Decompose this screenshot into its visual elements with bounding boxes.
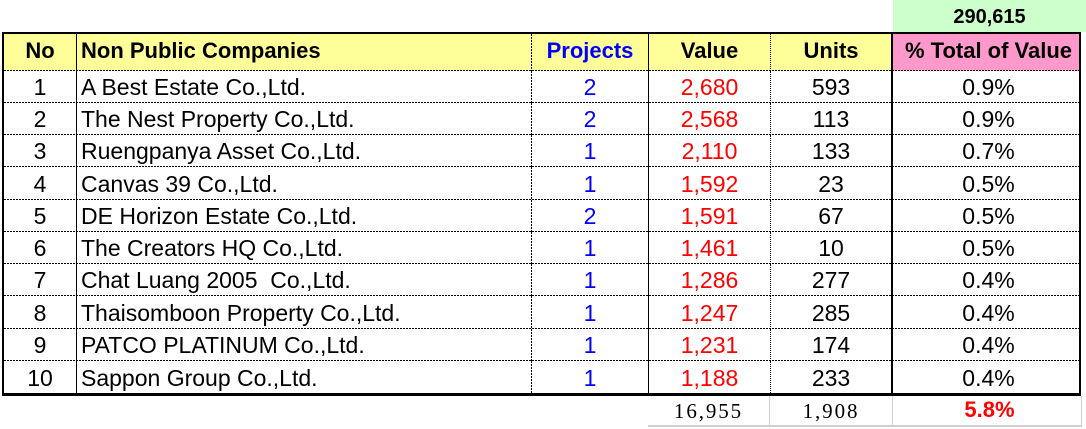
- cell-no[interactable]: 7: [4, 264, 77, 296]
- table-row: 2 The Nest Property Co.,Ltd. 2 2,568 113…: [4, 103, 1079, 135]
- cell-value[interactable]: 2,680: [649, 71, 771, 103]
- cell-units[interactable]: 277: [771, 264, 893, 296]
- cell-value[interactable]: 1,591: [649, 200, 771, 232]
- total-value[interactable]: 16,955: [648, 396, 770, 425]
- cell-value[interactable]: 1,592: [649, 167, 771, 200]
- cell-pct[interactable]: 0.4%: [962, 331, 1015, 358]
- cell-no[interactable]: 6: [4, 232, 77, 264]
- cell-projects[interactable]: 2: [532, 71, 649, 103]
- table-row: 8 Thaisomboon Property Co.,Ltd. 1 1,247 …: [4, 296, 1079, 329]
- cell-units[interactable]: 113: [771, 103, 893, 135]
- cell-units[interactable]: 174: [771, 329, 893, 361]
- cell-company[interactable]: Ruengpanya Asset Co.,Ltd.: [77, 135, 532, 167]
- cell-units[interactable]: 67: [771, 200, 893, 232]
- header-units[interactable]: Units: [771, 34, 893, 71]
- cell-units[interactable]: 285: [771, 296, 893, 329]
- cell-units[interactable]: 233: [771, 361, 893, 393]
- table-row: 10 Sappon Group Co.,Ltd. 1 1,188 233 0.4…: [4, 361, 1079, 393]
- cell-company[interactable]: Chat Luang 2005 Co.,Ltd.: [77, 264, 532, 296]
- cell-company[interactable]: A Best Estate Co.,Ltd.: [77, 71, 532, 103]
- cell-units[interactable]: 10: [771, 232, 893, 264]
- cell-company[interactable]: PATCO PLATINUM Co.,Ltd.: [77, 329, 532, 361]
- cell-no[interactable]: 3: [4, 135, 77, 167]
- cell-projects[interactable]: 1: [532, 296, 649, 329]
- cell-company[interactable]: Sappon Group Co.,Ltd.: [77, 361, 532, 393]
- cell-no[interactable]: 8: [4, 296, 77, 329]
- cell-units[interactable]: 593: [771, 71, 893, 103]
- cell-company[interactable]: The Nest Property Co.,Ltd.: [77, 103, 532, 135]
- table-row: 4 Canvas 39 Co.,Ltd. 1 1,592 23 0.5%: [4, 167, 1079, 200]
- cell-pct[interactable]: 0.9%: [962, 73, 1015, 100]
- cell-pct[interactable]: 0.9%: [962, 105, 1015, 132]
- cell-pct[interactable]: 0.5%: [962, 234, 1015, 261]
- cell-company[interactable]: The Creators HQ Co.,Ltd.: [77, 232, 532, 264]
- cell-projects[interactable]: 2: [532, 200, 649, 232]
- cell-no[interactable]: 4: [4, 167, 77, 200]
- cell-units[interactable]: 23: [771, 167, 893, 200]
- cell-company[interactable]: DE Horizon Estate Co.,Ltd.: [77, 200, 532, 232]
- cell-no[interactable]: 10: [4, 361, 77, 393]
- cell-projects[interactable]: 1: [532, 329, 649, 361]
- cell-value[interactable]: 1,188: [649, 361, 771, 393]
- cell-projects[interactable]: 1: [532, 361, 649, 393]
- cell-pct[interactable]: 0.7%: [962, 137, 1015, 164]
- header-projects[interactable]: Projects: [532, 34, 649, 71]
- cell-company[interactable]: Thaisomboon Property Co.,Ltd.: [77, 296, 532, 329]
- cell-pct[interactable]: 0.4%: [962, 299, 1015, 326]
- cell-value[interactable]: 1,231: [649, 329, 771, 361]
- cell-units[interactable]: 133: [771, 135, 893, 167]
- cell-projects[interactable]: 1: [532, 167, 649, 200]
- table-row: 9 PATCO PLATINUM Co.,Ltd. 1 1,231 174 0.…: [4, 329, 1079, 361]
- cell-no[interactable]: 2: [4, 103, 77, 135]
- cell-projects[interactable]: 1: [532, 135, 649, 167]
- cell-projects[interactable]: 2: [532, 103, 649, 135]
- header-companies[interactable]: Non Public Companies: [77, 34, 532, 71]
- table-header-row: No Non Public Companies Projects Value U…: [4, 34, 1079, 71]
- totals-row: 16,955 1,908 5.8%: [648, 396, 1082, 427]
- cell-value[interactable]: 2,568: [649, 103, 771, 135]
- cell-no[interactable]: 9: [4, 329, 77, 361]
- header-no[interactable]: No: [4, 34, 77, 71]
- table-row: 7 Chat Luang 2005 Co.,Ltd. 1 1,286 277 0…: [4, 264, 1079, 296]
- table-row: 5 DE Horizon Estate Co.,Ltd. 2 1,591 67 …: [4, 200, 1079, 232]
- companies-table: No Non Public Companies Projects Value U…: [2, 32, 1081, 396]
- cell-value[interactable]: 1,461: [649, 232, 771, 264]
- cell-company[interactable]: Canvas 39 Co.,Ltd.: [77, 167, 532, 200]
- table-row: 1 A Best Estate Co.,Ltd. 2 2,680 593 0.9…: [4, 71, 1079, 103]
- total-pct[interactable]: 5.8%: [893, 396, 1082, 425]
- grand-total-value-cell[interactable]: 290,615: [893, 0, 1086, 32]
- cell-pct[interactable]: 0.5%: [962, 202, 1015, 229]
- grand-total-value: 290,615: [953, 5, 1026, 28]
- cell-projects[interactable]: 1: [532, 232, 649, 264]
- cell-value[interactable]: 2,110: [649, 135, 771, 167]
- cell-projects[interactable]: 1: [532, 264, 649, 296]
- header-pct-total-of-value[interactable]: % Total of Value: [893, 34, 1079, 71]
- table-row: 3 Ruengpanya Asset Co.,Ltd. 1 2,110 133 …: [4, 135, 1079, 167]
- total-units[interactable]: 1,908: [770, 396, 893, 425]
- cell-value[interactable]: 1,247: [649, 296, 771, 329]
- cell-no[interactable]: 5: [4, 200, 77, 232]
- table-row: 6 The Creators HQ Co.,Ltd. 1 1,461 10 0.…: [4, 232, 1079, 264]
- header-value[interactable]: Value: [649, 34, 771, 71]
- cell-pct[interactable]: 0.4%: [962, 266, 1015, 293]
- cell-value[interactable]: 1,286: [649, 264, 771, 296]
- cell-pct[interactable]: 0.4%: [962, 365, 1015, 391]
- cell-no[interactable]: 1: [4, 71, 77, 103]
- cell-pct[interactable]: 0.5%: [962, 170, 1015, 197]
